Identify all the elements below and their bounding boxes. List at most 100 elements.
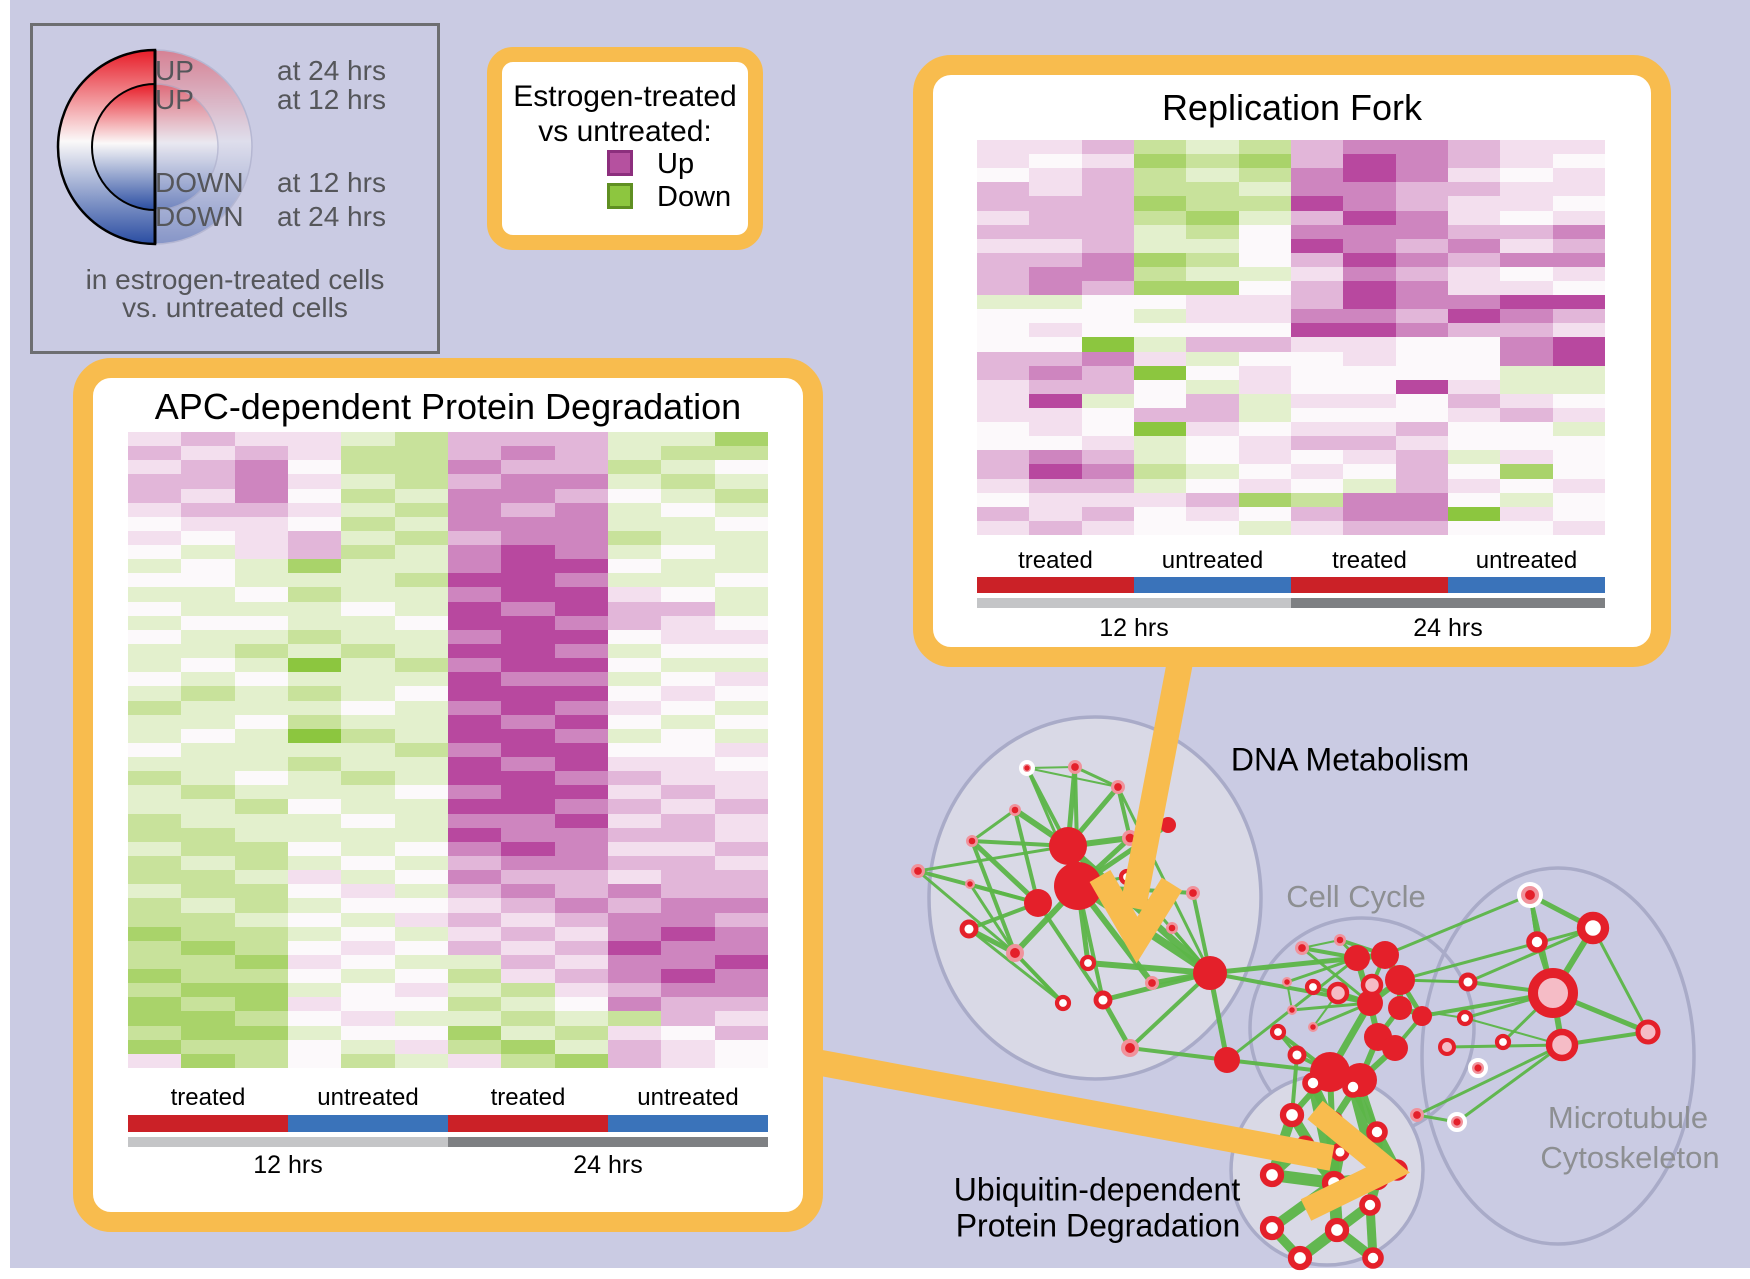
heatmap-cell [714,700,768,715]
heatmap-cell [607,672,662,687]
heatmap-cell [128,827,182,842]
heatmap-cell [447,898,502,913]
heatmap-cell [714,940,768,955]
heatmap-cell [128,460,182,475]
apc-heatmap-panel: APC-dependent Protein Degradation treate… [73,358,823,1232]
heatmap-cell [1290,408,1344,423]
time-bar-24hrs [448,1137,768,1147]
heatmap-cell [341,728,395,743]
heatmap-cell [447,1039,502,1054]
heatmap-cell [181,926,235,941]
heatmap-cell [287,672,342,687]
heatmap-cell [394,629,448,644]
heatmap-cell [181,686,235,701]
heatmap-cell [1029,323,1082,338]
heatmap-cell [1343,379,1396,394]
heatmap-cell [714,855,768,871]
heatmap-cell [607,983,662,998]
heatmap-cell [977,252,1030,267]
heatmap-cell [1343,154,1396,169]
heatmap-cell [714,742,768,758]
heatmap-cell [977,464,1030,479]
heatmap-cell [447,559,502,574]
heatmap-cell [447,954,502,970]
rf-group-labels: treated untreated treated untreated [977,546,1605,576]
heatmap-cell [128,997,182,1012]
heatmap-cell [1552,224,1605,239]
heatmap-cell [287,700,342,715]
heatmap-cell [447,926,502,941]
heatmap-cell [1552,196,1605,211]
heatmap-cell [287,757,342,772]
heatmap-cell [1343,182,1396,197]
heatmap-cell [554,870,608,885]
gene-node-core [914,867,922,875]
heatmap-cell [554,502,608,517]
heatmap-cell [128,700,182,715]
heatmap-cell [341,757,395,772]
heatmap-cell [1290,140,1344,155]
heatmap-cell [1395,266,1448,282]
heatmap-cell [128,615,182,630]
heatmap-cell [977,281,1030,296]
gene-node-ring [1259,1215,1285,1241]
heatmap-cell [394,700,448,715]
heatmap-cell [1395,309,1448,324]
heatmap-cell [1186,323,1239,338]
gene-node-solid [1357,990,1383,1016]
heatmap-cell [661,841,715,856]
heatmap-cell [501,771,555,786]
heatmap-cell [341,954,395,970]
cluster-label-ubiquitin-dependent: Ubiquitin-dependent [953,1171,1241,1208]
heatmap-cell [1343,408,1396,423]
apc-group-labels: treated untreated treated untreated [128,1083,768,1113]
heatmap-cell [554,771,608,786]
heatmap-cell [714,672,768,687]
heatmap-cell [1552,365,1605,380]
heatmap-cell [1500,492,1553,507]
heatmap-cell [1395,182,1448,197]
gene-node-core [1010,948,1020,958]
heatmap-cell [287,912,342,927]
heatmap-cell [287,742,342,758]
heatmap-cell [607,841,662,856]
heatmap-cell [607,1039,662,1054]
heatmap-cell [1447,379,1501,394]
heatmap-cell [1186,196,1239,211]
gene-node-core [1310,1024,1316,1030]
heatmap-cell [501,870,555,885]
heatmap-cell [1395,408,1448,423]
heatmap-cell [1133,168,1187,183]
heatmap-cell [128,884,182,899]
gene-node-pink-ring [1360,973,1384,997]
heatmap-cell [447,969,502,984]
heatmap-cell [1552,408,1605,423]
heatmap-cell [1395,506,1448,521]
heatmap-cell [1447,224,1501,239]
heatmap-cell [977,337,1030,352]
heatmap-cell [1029,168,1082,183]
heatmap-cell [128,855,182,871]
heatmap-cell [1447,436,1501,451]
heatmap-cell [1081,351,1134,366]
heatmap-cell [1395,196,1448,211]
heatmap-cell [607,940,662,955]
heatmap-cell [1552,295,1605,310]
gene-node-ring [1494,1033,1512,1051]
heatmap-cell [1290,238,1344,253]
heatmap-cell [1290,196,1344,211]
heatmap-cell [1447,281,1501,296]
heatmap-cell [394,813,448,828]
heatmap-cell [714,912,768,927]
heatmap-cell [341,926,395,941]
heatmap-cell [341,785,395,800]
heatmap-cell [1395,351,1448,366]
gene-node-ring [1324,1217,1350,1243]
heatmap-cell [234,474,288,489]
heatmap-cell [607,757,662,772]
heatmap-cell [341,1039,395,1054]
heatmap-cell [394,1025,448,1040]
heatmap-cell [554,983,608,998]
heatmap-cell [128,573,182,588]
heatmap-cell [554,686,608,701]
